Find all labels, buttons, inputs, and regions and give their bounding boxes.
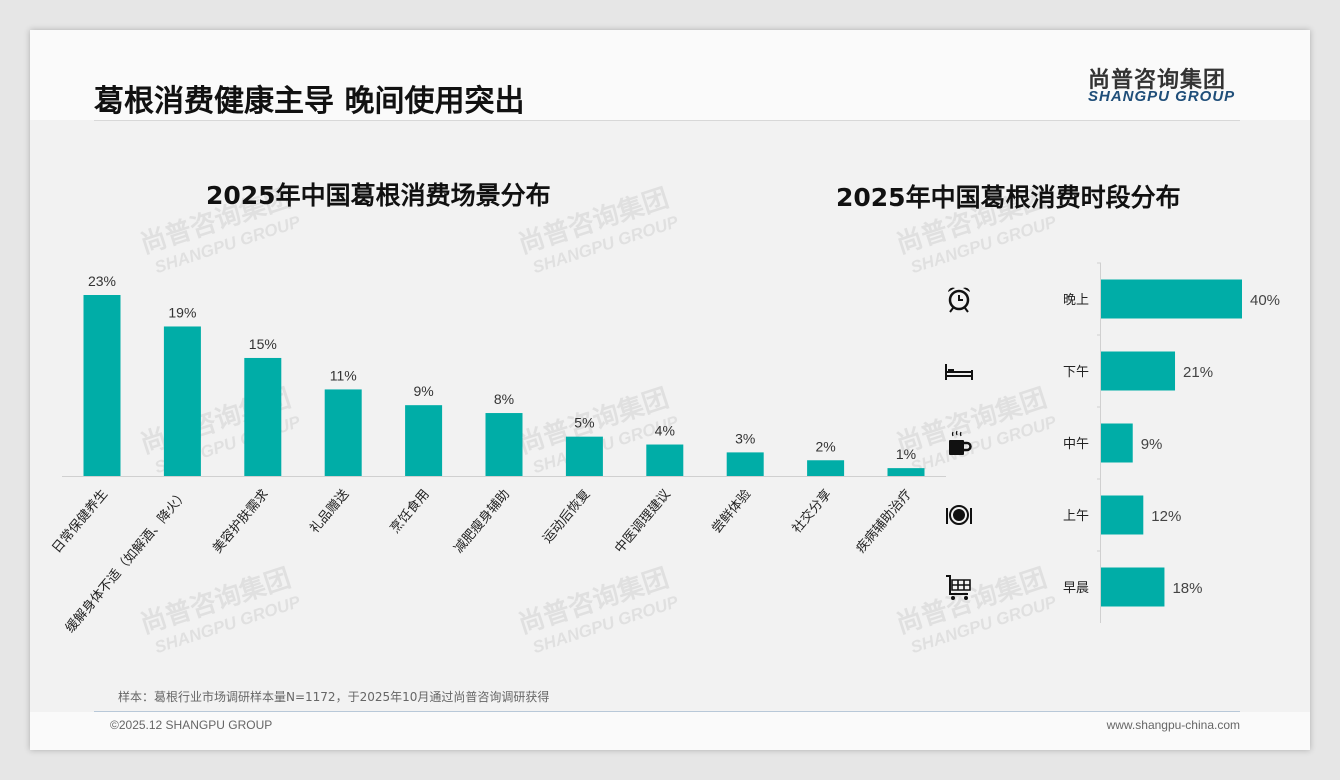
category-label: 上午 [1063, 509, 1089, 524]
data-label: 5% [574, 415, 594, 431]
footer-band [30, 712, 1310, 750]
bar [565, 436, 603, 476]
slide: 葛根消费健康主导 晚间使用突出 尚普咨询集团 SHANGPU GROUP 尚普咨… [30, 30, 1310, 750]
data-label: 9% [1141, 436, 1163, 453]
bar [163, 326, 201, 476]
category-label: 社交分享 [789, 486, 835, 536]
category-label: 早晨 [1063, 581, 1089, 596]
header-divider [94, 120, 1240, 121]
category-label: 疾病辅助治疗 [853, 487, 915, 556]
data-label: 4% [655, 423, 675, 439]
footer-divider [94, 711, 1240, 712]
data-label: 1% [896, 446, 916, 462]
shopping-cart-icon [944, 572, 974, 602]
dinner-plate-icon [944, 500, 974, 530]
bar [1101, 279, 1242, 319]
sample-note: 样本：葛根行业市场调研样本量N=1172，于2025年10月通过尚普咨询调研获得 [118, 690, 550, 704]
category-label: 下午 [1063, 365, 1089, 380]
bar [83, 295, 121, 476]
category-label: 运动后恢复 [540, 487, 593, 546]
category-label: 日常保健养生 [49, 486, 111, 556]
category-label: 中午 [1063, 437, 1089, 452]
category-label: 减肥瘦身辅助 [451, 486, 513, 556]
chart-title-periods: 2025年中国葛根消费时段分布 [836, 183, 1181, 212]
bar [244, 357, 282, 476]
category-label: 晚上 [1063, 293, 1089, 308]
data-label: 21% [1183, 364, 1213, 381]
bar [405, 405, 443, 476]
bar [887, 468, 925, 476]
bar [1101, 567, 1165, 607]
page-title: 葛根消费健康主导 晚间使用突出 [94, 84, 525, 119]
bar [1101, 351, 1176, 391]
data-label: 2% [815, 438, 835, 454]
data-label: 3% [735, 430, 755, 446]
bar [324, 389, 362, 476]
bar [807, 460, 845, 476]
logo-en: SHANGPU GROUP [1088, 88, 1236, 105]
header-band [30, 30, 1310, 120]
data-label: 11% [330, 367, 357, 383]
data-label: 12% [1151, 508, 1181, 525]
data-label: 8% [494, 391, 514, 407]
coffee-cup-icon [944, 428, 974, 458]
copyright: ©2025.12 SHANGPU GROUP [110, 718, 273, 732]
website-url: www.shangpu-china.com [1106, 718, 1240, 732]
data-label: 19% [168, 304, 196, 320]
category-label: 尝鲜体验 [709, 486, 755, 536]
logo-cn: 尚普咨询集团 [1088, 68, 1227, 93]
category-label: 美容护肤需求 [209, 486, 271, 556]
data-label: 15% [249, 336, 277, 352]
data-label: 23% [88, 273, 116, 289]
bar [485, 413, 523, 476]
data-label: 9% [413, 383, 433, 399]
data-label: 40% [1250, 292, 1280, 309]
alarm-clock-icon [944, 284, 974, 314]
bar [1101, 423, 1133, 463]
category-label: 礼品赠送 [307, 486, 353, 536]
charts-svg: 23%日常保健养生19%缓解身体不适（如解酒、降火）15%美容护肤需求11%礼品… [49, 262, 1280, 636]
bar [1101, 495, 1144, 535]
category-label: 烹饪食用 [387, 486, 433, 536]
chart-title-scenes: 2025年中国葛根消费场景分布 [206, 181, 551, 210]
bar [726, 452, 764, 476]
data-label: 18% [1172, 580, 1202, 597]
bar [646, 444, 684, 476]
bed-icon [944, 356, 974, 386]
category-label: 中医调理建议 [612, 487, 674, 556]
